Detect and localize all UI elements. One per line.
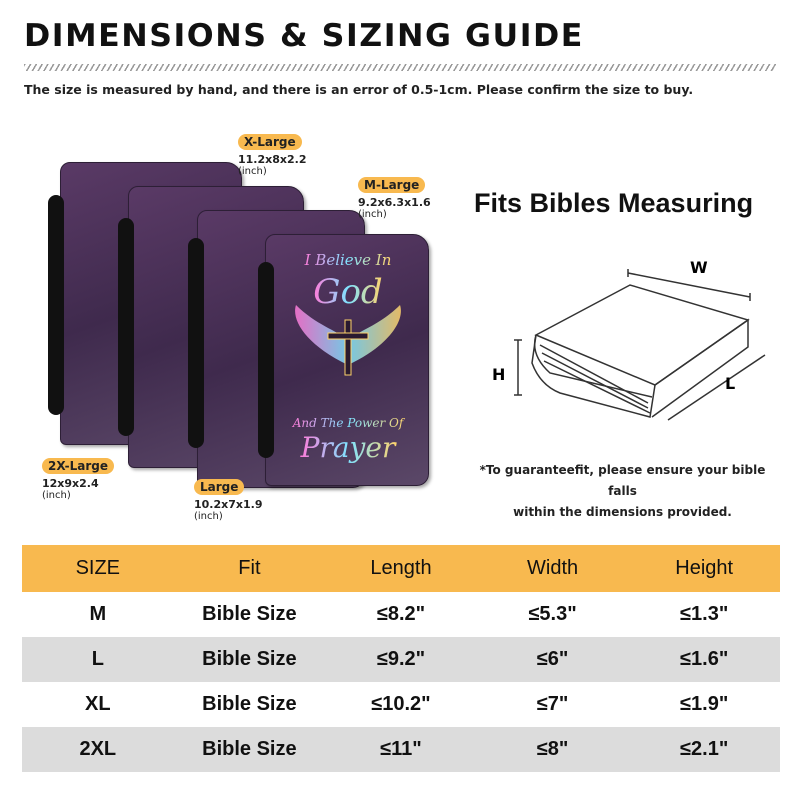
table-cell: ≤8.2" bbox=[376, 603, 426, 625]
column-header: Fit bbox=[173, 545, 326, 592]
table-row: L Bible Size ≤9.2" ≤6" ≤1.6" bbox=[22, 637, 780, 682]
svg-text:God: God bbox=[313, 272, 382, 312]
handle bbox=[188, 238, 204, 448]
svg-text:Prayer: Prayer bbox=[300, 431, 397, 464]
cover-artwork: I Believe In God And The Power Of Prayer bbox=[292, 251, 406, 464]
size-unit: (inch) bbox=[194, 511, 223, 522]
table-cell: L bbox=[22, 637, 174, 682]
length-label: L bbox=[725, 374, 735, 393]
book-cover-m: I Believe In God And The Power Of Prayer bbox=[265, 234, 429, 486]
size-tag: 2X-Large bbox=[42, 458, 114, 474]
width-label: W bbox=[690, 258, 708, 277]
height-label: H bbox=[492, 365, 505, 384]
subtitle: The size is measured by hand, and there … bbox=[24, 82, 694, 97]
table-cell: Bible Size bbox=[202, 693, 297, 715]
size-dims: 10.2x7x1.9 bbox=[194, 498, 263, 511]
hatch-divider bbox=[24, 64, 776, 71]
table-cell: ≤10.2" bbox=[371, 693, 431, 715]
size-tag: M-Large bbox=[358, 177, 426, 193]
column-header: Length bbox=[325, 545, 477, 592]
table-cell: ≤9.2" bbox=[325, 637, 477, 682]
table-cell: 2XL bbox=[22, 727, 174, 772]
size-unit: (inch) bbox=[358, 209, 387, 220]
note-line: *To guaranteefit, please ensure your bib… bbox=[479, 463, 766, 498]
book-measure-diagram: W H L bbox=[492, 258, 766, 421]
size-unit: (inch) bbox=[238, 166, 267, 177]
table-cell: ≤1.9" bbox=[680, 693, 729, 715]
column-header: Width bbox=[476, 545, 629, 592]
table-cell: ≤8" bbox=[476, 727, 629, 772]
table-cell: ≤7" bbox=[536, 693, 569, 715]
table-cell: ≤1.3" bbox=[680, 603, 729, 625]
table-cell: ≤1.6" bbox=[628, 637, 780, 682]
table-cell: Bible Size bbox=[173, 727, 326, 772]
size-dims: 11.2x8x2.2 bbox=[238, 153, 307, 166]
fits-title: Fits Bibles Measuring bbox=[474, 188, 754, 218]
table-row: XL Bible Size ≤10.2" ≤7" ≤1.9" bbox=[22, 682, 780, 727]
page-title: DIMENSIONS & SIZING GUIDE bbox=[24, 18, 584, 54]
table-row: 2XL Bible Size ≤11" ≤8" ≤2.1" bbox=[22, 727, 780, 772]
table-cell: ≤5.3" bbox=[528, 603, 577, 625]
size-label-ml: M-Large 9.2x6.3x1.6 (inch) bbox=[358, 174, 431, 220]
handle bbox=[258, 262, 274, 458]
handle bbox=[48, 195, 64, 415]
size-label-l: Large 10.2x7x1.9 (inch) bbox=[194, 476, 262, 522]
table-cell: M bbox=[89, 603, 107, 625]
table-row: M Bible Size ≤8.2" ≤5.3" ≤1.3" bbox=[22, 592, 780, 637]
table-cell: ≤2.1" bbox=[628, 727, 780, 772]
table-cell: ≤6" bbox=[476, 637, 629, 682]
size-label-2xl: 2X-Large 12x9x2.4 (inch) bbox=[42, 455, 114, 501]
table-header-row: SIZE Fit Length Width Height bbox=[22, 545, 780, 592]
table-cell: ≤11" bbox=[325, 727, 477, 772]
handle bbox=[118, 218, 134, 436]
column-header: SIZE bbox=[22, 545, 174, 592]
size-label-xl: X-Large 11.2x8x2.2 (inch) bbox=[238, 131, 306, 177]
size-tag: X-Large bbox=[238, 134, 302, 150]
size-unit: (inch) bbox=[42, 490, 71, 501]
svg-text:And The Power Of: And The Power Of bbox=[292, 416, 406, 430]
svg-text:I Believe In: I Believe In bbox=[304, 251, 392, 269]
table-cell: XL bbox=[85, 693, 111, 715]
table-cell: Bible Size bbox=[173, 637, 326, 682]
table-cell: Bible Size bbox=[202, 603, 297, 625]
size-table: SIZE Fit Length Width Height M Bible Size… bbox=[22, 545, 780, 772]
note-line: within the dimensions provided. bbox=[513, 505, 732, 519]
fit-note: *To guaranteefit, please ensure your bib… bbox=[470, 460, 775, 523]
size-dims: 12x9x2.4 bbox=[42, 477, 99, 490]
size-tag: Large bbox=[194, 479, 245, 495]
size-dims: 9.2x6.3x1.6 bbox=[358, 196, 431, 209]
column-header: Height bbox=[628, 545, 780, 592]
